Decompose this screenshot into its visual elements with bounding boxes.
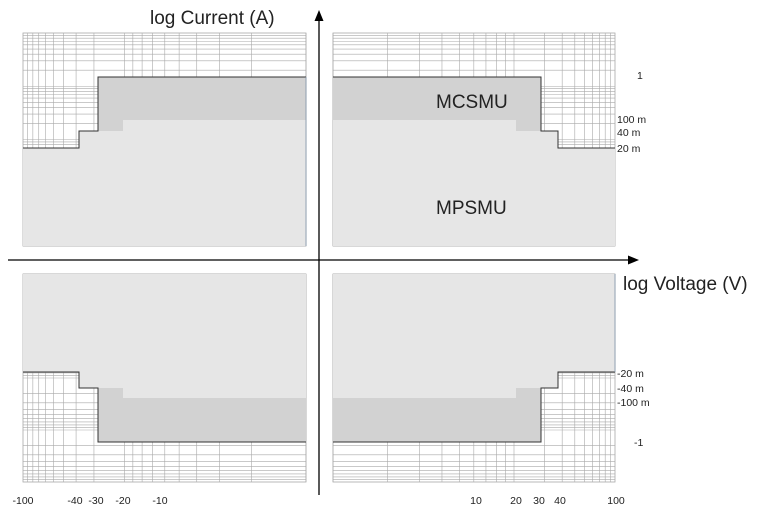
current-tick-label: -20 m (617, 368, 644, 380)
quadrant-upper-left (23, 76, 306, 246)
y-axis-title: log Current (A) (150, 8, 275, 29)
mpsmu-region-q2 (23, 120, 306, 246)
voltage-tick-label: -10 (152, 495, 167, 507)
mcsmu-region-q1 (333, 77, 541, 131)
current-tick-label: 100 m (617, 114, 646, 126)
mcsmu-label: MCSMU (436, 92, 508, 113)
quadrant-lower-right (333, 274, 615, 443)
axes (8, 10, 639, 495)
mpsmu-region-q1 (333, 120, 615, 246)
current-tick-label: -40 m (617, 383, 644, 395)
x-axis-arrowhead (628, 255, 639, 265)
mpsmu-region-q4 (333, 274, 615, 398)
voltage-tick-label: -40 (67, 495, 82, 507)
mcsmu-region-q4 (333, 388, 541, 442)
quadrant-lower-left (23, 274, 306, 443)
current-tick-label: 20 m (617, 143, 641, 155)
voltage-tick-labels: -100 -40 -30 -20 -10 10 20 30 40 100 (12, 495, 624, 507)
voltage-tick-label: 100 (607, 495, 625, 507)
voltage-tick-label: -100 (12, 495, 33, 507)
limit-outline-q1 (333, 76, 615, 149)
voltage-tick-label: 10 (470, 495, 482, 507)
mpsmu-label: MPSMU (436, 198, 507, 219)
limit-outline-q2 (23, 76, 306, 149)
voltage-tick-label: 40 (554, 495, 566, 507)
voltage-tick-label: 30 (533, 495, 545, 507)
limit-outline-q4 (333, 371, 615, 443)
current-tick-label: -100 m (617, 397, 650, 409)
current-tick-label: 40 m (617, 127, 641, 139)
voltage-tick-label: -20 (115, 495, 130, 507)
quadrant-upper-right (333, 76, 615, 246)
current-tick-labels: 1 100 m 40 m 20 m -20 m -40 m -100 m -1 (617, 70, 650, 449)
voltage-tick-label: -30 (88, 495, 103, 507)
mcsmu-region-q2 (98, 77, 306, 131)
current-tick-label: 1 (637, 70, 643, 82)
limit-outline-q3 (23, 371, 306, 443)
x-axis-title: log Voltage (V) (623, 274, 748, 295)
current-tick-label: -1 (634, 437, 643, 449)
voltage-tick-label: 20 (510, 495, 522, 507)
mpsmu-region-q3 (23, 274, 306, 398)
mcsmu-region-q3 (98, 388, 306, 442)
y-axis-arrowhead (314, 10, 324, 21)
